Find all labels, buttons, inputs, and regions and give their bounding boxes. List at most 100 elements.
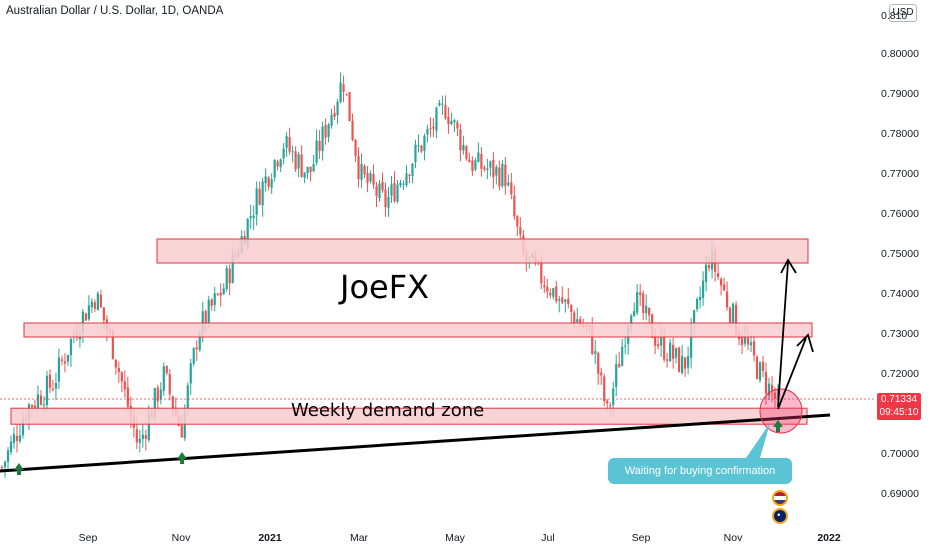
candle-body xyxy=(354,139,357,156)
candle-body xyxy=(282,148,285,159)
candle-body xyxy=(285,136,288,148)
candle-body xyxy=(740,337,744,345)
candle-body xyxy=(546,286,549,292)
candle-body xyxy=(45,376,49,406)
candle-body xyxy=(6,450,10,462)
candle-body xyxy=(84,313,87,321)
candle-body xyxy=(435,107,438,131)
candle-body xyxy=(369,173,372,182)
candle-body xyxy=(432,126,435,129)
candle-body xyxy=(228,268,231,284)
candle-body xyxy=(465,146,468,159)
candle-body xyxy=(399,182,402,186)
time-tick: 2021 xyxy=(258,532,282,544)
candle-body xyxy=(339,82,342,103)
price-zone[interactable] xyxy=(156,238,809,264)
candle-body xyxy=(123,381,126,390)
candle-body xyxy=(564,299,567,302)
currency-button[interactable]: USD xyxy=(889,4,917,22)
candle-body xyxy=(225,268,228,290)
candle-body xyxy=(273,160,276,178)
candle-body xyxy=(687,356,690,368)
price-tick: 0.78000 xyxy=(881,128,919,140)
candle-body xyxy=(87,305,90,320)
up-arrow-icon xyxy=(773,420,783,432)
price-tick: 0.79000 xyxy=(881,88,919,100)
candle-body xyxy=(195,347,198,350)
candle-body xyxy=(366,173,369,183)
candle-body xyxy=(165,366,168,374)
candle-body xyxy=(414,144,417,163)
time-tick: Sep xyxy=(78,532,98,544)
chart-title: Australian Dollar / U.S. Dollar, 1D, OAN… xyxy=(6,5,224,17)
candle-body xyxy=(704,264,708,283)
price-tick: 0.76000 xyxy=(881,208,919,220)
candle-body xyxy=(270,179,273,188)
candle-body xyxy=(36,394,40,408)
candle-body xyxy=(207,299,210,324)
projection-arrows xyxy=(777,258,814,410)
candle-body xyxy=(0,466,4,468)
candle-body xyxy=(210,299,213,307)
candle-body xyxy=(333,112,336,117)
candle-body xyxy=(342,84,345,92)
candle-body xyxy=(141,434,144,440)
candle-body xyxy=(384,189,387,208)
price-zone[interactable] xyxy=(23,322,813,338)
candle-body xyxy=(612,388,615,406)
candle-body xyxy=(255,188,258,215)
candle-body xyxy=(672,344,675,359)
candle-body xyxy=(453,120,456,123)
candle-body xyxy=(51,388,55,390)
candle-body xyxy=(21,420,25,436)
candle-body xyxy=(543,285,546,288)
candle-body xyxy=(758,362,762,381)
candle-body xyxy=(18,435,22,442)
us-flag-icon[interactable] xyxy=(772,490,788,506)
candle-body xyxy=(486,168,489,171)
up-arrow-icon xyxy=(177,452,187,464)
candle-body xyxy=(761,361,765,371)
candle-body xyxy=(420,145,423,152)
time-tick: Nov xyxy=(723,532,743,544)
last-price-value: 0.71334 xyxy=(880,394,918,405)
candle-body xyxy=(93,302,96,309)
candle-body xyxy=(306,166,309,174)
time-tick: Sep xyxy=(631,532,651,544)
candle-body xyxy=(12,434,16,443)
last-price-badge: 0.71334 09:45:10 xyxy=(877,393,921,420)
candle-body xyxy=(39,395,43,405)
au-flag-icon[interactable] xyxy=(772,508,788,524)
candle-body xyxy=(315,140,318,163)
candle-body xyxy=(492,159,495,178)
candle-body xyxy=(666,359,669,361)
candle-body xyxy=(654,336,657,346)
candle-body xyxy=(168,374,171,395)
candle-body xyxy=(749,342,753,346)
candle-body xyxy=(576,319,579,323)
candle-body xyxy=(324,125,327,138)
candle-body xyxy=(135,429,138,443)
candle-body xyxy=(222,288,225,295)
time-tick: Jul xyxy=(541,532,555,544)
candle-body xyxy=(722,284,726,291)
candle-body xyxy=(471,160,474,172)
candle-body xyxy=(519,226,522,235)
candle-body xyxy=(351,120,354,140)
candle-body xyxy=(15,435,19,441)
candle-body xyxy=(219,292,222,296)
candle-body xyxy=(549,292,552,296)
candle-body xyxy=(570,305,573,312)
candle-body xyxy=(291,151,294,153)
candle-body xyxy=(675,348,678,358)
candle-body xyxy=(480,153,483,169)
brand-watermark: JoeFX xyxy=(340,268,430,306)
candle-body xyxy=(48,374,52,388)
demand-zone-label: Weekly demand zone xyxy=(291,400,485,421)
candle-body xyxy=(621,346,624,366)
candle-body xyxy=(69,338,73,356)
candle-body xyxy=(102,307,105,321)
candle-body xyxy=(375,185,378,197)
candle-body xyxy=(246,219,249,247)
